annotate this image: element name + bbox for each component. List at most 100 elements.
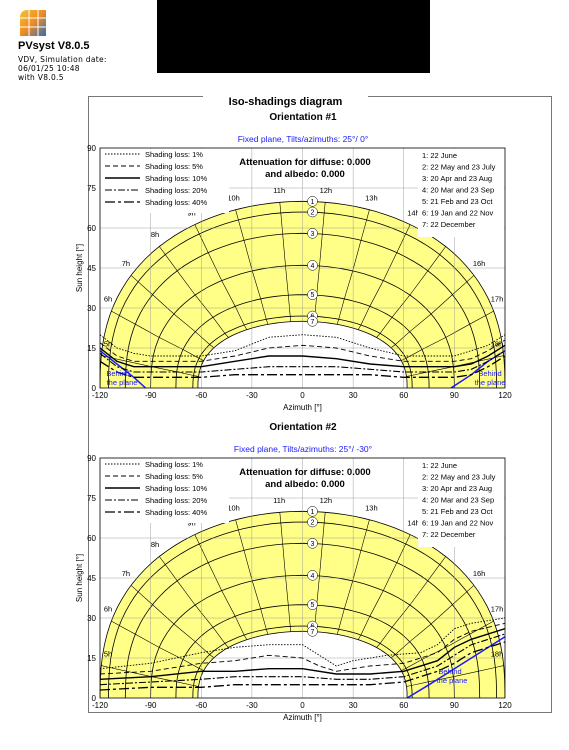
date-legend-item: 1: 22 June [422,461,457,470]
date-marker-label: 1 [311,199,315,206]
behind-plane-label: Behind [478,369,501,378]
hour-label: 17h [491,295,504,304]
date-legend-item: 4: 20 Mar and 23 Sep [422,496,494,505]
hour-label: 18h [491,649,504,658]
behind-plane-label: the plane [475,378,506,387]
shading-line-1 [100,617,505,670]
date-marker-2 [307,516,318,528]
date-legend-item: 2: 22 May and 23 July [422,473,496,482]
date-marker-3 [307,228,318,239]
x-tick-label: 90 [450,701,459,710]
shading-line-1 [100,334,505,357]
hour-label: 10h [227,503,240,512]
date-legend-item: 4: 20 Mar and 23 Sep [422,186,494,195]
plot-area [100,458,505,698]
x-axis-label: Azimuth [°] [283,713,322,722]
x-tick-label: 0 [300,391,305,400]
date-marker-label: 4 [311,573,315,580]
y-tick-label: 45 [87,264,96,273]
y-tick-label: 90 [87,454,96,463]
shading-line-5 [100,355,505,378]
iso-shading-chart-2: Orientation #2 Fixed plane, Tilts/azimuth… [75,422,512,722]
x-tick-label: -90 [145,391,157,400]
x-tick-label: -60 [195,391,207,400]
behind-plane-label: the plane [437,676,468,685]
attenuation-text: Attenuation for diffuse: 0.000 [239,467,370,478]
date-marker-label: 3 [311,231,315,238]
shading-line-2 [100,339,505,362]
date-legend-item: 6: 19 Jan and 22 Nov [422,519,494,528]
legend-background [101,459,229,523]
date-legend-item: 5: 21 Feb and 23 Oct [422,197,493,206]
simulation-info-line2: 06/01/25 10:48 [18,64,80,73]
legend-background [418,149,504,237]
y-tick-label: 90 [87,144,96,153]
hour-label: 8h [151,230,159,239]
date-marker-label: 3 [311,541,315,548]
date-marker-4 [307,260,318,271]
iso-shading-chart-1: Orientation #1 Fixed plane, Tilts/azimuth… [75,112,512,412]
date-marker-label: 7 [311,319,315,326]
x-tick-label: -30 [246,701,258,710]
date-legend-item: 3: 20 Apr and 23 Aug [422,484,492,493]
legend-label: Shading loss: 40% [145,198,207,207]
date-legend-item: 3: 20 Apr and 23 Aug [422,174,492,183]
hour-label: 6h [104,605,112,614]
orientation-title: Orientation #2 [269,422,337,433]
date-legend-item: 1: 22 June [422,151,457,160]
date-marker-5 [307,289,318,300]
x-tick-label: -30 [246,391,258,400]
date-marker-5 [307,599,318,610]
date-marker-label: 5 [311,292,315,299]
legend-label: Shading loss: 10% [145,484,207,493]
orientation-title: Orientation #1 [269,112,337,123]
hour-label: 13h [365,503,378,512]
date-marker-label: 5 [311,602,315,609]
x-tick-label: 30 [349,701,358,710]
shading-line-5 [100,641,505,691]
date-marker-3 [307,538,318,549]
hour-label: 14h [407,518,420,527]
hour-label: 16h [473,569,486,578]
date-legend-item: 5: 21 Feb and 23 Oct [422,507,493,516]
legend-label: Shading loss: 5% [145,472,203,481]
hour-label: 11h [273,186,285,195]
shading-legend: Shading loss: 1% Shading loss: 5% Shading … [101,459,229,523]
plot-area [100,148,505,388]
shading-line-3 [100,344,505,368]
plane-boundary [100,350,147,388]
legend-label: Shading loss: 1% [145,150,203,159]
date-marker-7 [307,316,318,327]
y-tick-label: 30 [87,304,96,313]
shading-line-2 [100,622,505,675]
y-tick-label: 75 [87,184,96,193]
x-tick-label: 120 [498,391,512,400]
y-tick-label: 15 [87,344,96,353]
x-tick-label: 120 [498,701,512,710]
legend-label: Shading loss: 20% [145,496,207,505]
hour-label: 13h [365,193,378,202]
simulation-info-line1: VDV, Simulation date: [18,55,107,64]
behind-plane-label: Behind [106,369,129,378]
shading-line-3 [100,628,505,680]
hour-label: 5h [104,649,112,658]
redacted-area [157,0,430,73]
y-axis-label: Sun height [°] [75,554,84,602]
hour-label: 10h [227,193,240,202]
hour-label: 12h [320,186,333,195]
shading-line-4 [100,350,505,373]
x-tick-label: 60 [399,701,408,710]
albedo-text: and albedo: 0.000 [265,169,345,180]
date-marker-label: 7 [311,629,315,636]
shading-legend: Shading loss: 1% Shading loss: 5% Shading … [101,149,229,213]
legend-label: Shading loss: 10% [145,174,207,183]
hour-label: 6h [104,295,112,304]
x-axis-label: Azimuth [°] [283,403,322,412]
attenuation-text: Attenuation for diffuse: 0.000 [239,157,370,168]
date-marker-label: 4 [311,263,315,270]
y-tick-label: 45 [87,574,96,583]
albedo-text: and albedo: 0.000 [265,479,345,490]
hour-label: 7h [122,569,130,578]
x-tick-label: -120 [92,391,109,400]
x-tick-label: -90 [145,701,157,710]
